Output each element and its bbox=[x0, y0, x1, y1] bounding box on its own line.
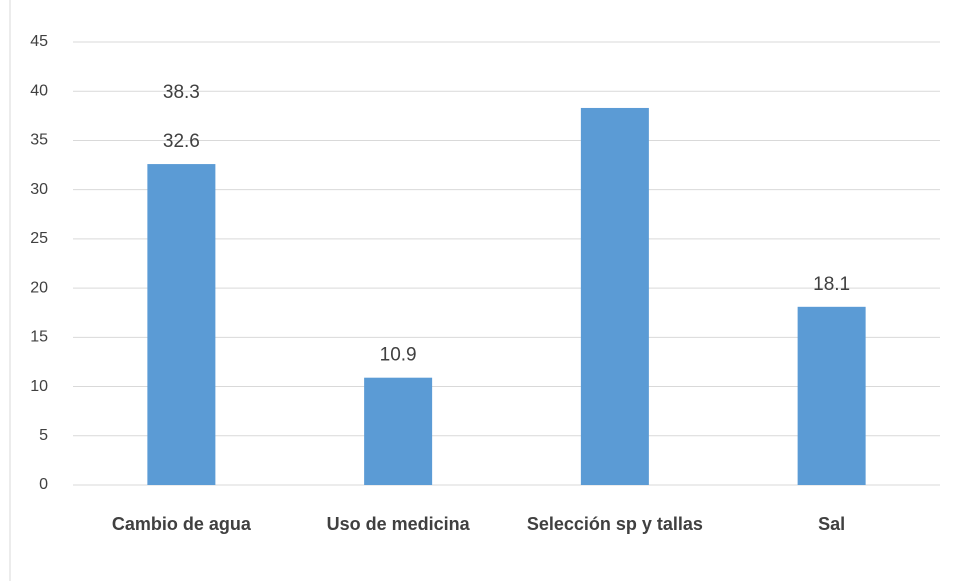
x-tick-label: Selección sp y tallas bbox=[527, 514, 703, 534]
y-tick-label: 10 bbox=[30, 378, 48, 395]
bar bbox=[364, 377, 433, 485]
y-tick-label: 0 bbox=[39, 476, 48, 493]
data-label: 38.3 bbox=[163, 82, 200, 103]
x-tick-line: Cambio de agua bbox=[112, 514, 252, 534]
bar bbox=[797, 306, 866, 485]
y-tick-label: 15 bbox=[30, 329, 48, 346]
y-tick-label: 45 bbox=[30, 33, 48, 50]
y-tick-label: 5 bbox=[39, 427, 48, 444]
x-tick-label: Sal bbox=[818, 514, 845, 534]
bar bbox=[580, 107, 649, 486]
y-tick-label: 20 bbox=[30, 279, 48, 296]
data-label: 18.1 bbox=[813, 274, 850, 295]
y-tick-label: 35 bbox=[30, 132, 48, 149]
x-tick-line: Selección sp y tallas bbox=[527, 514, 703, 534]
x-tick-line: Sal bbox=[818, 514, 845, 534]
x-tick-line: Uso de medicina bbox=[327, 514, 471, 534]
data-label: 32.6 bbox=[163, 131, 200, 152]
x-tick-label: Uso de medicina bbox=[327, 514, 471, 534]
y-tick-label: 30 bbox=[30, 181, 48, 198]
data-label: 10.9 bbox=[380, 345, 417, 366]
bar bbox=[147, 164, 216, 485]
y-tick-label: 40 bbox=[30, 82, 48, 99]
y-tick-label: 25 bbox=[30, 230, 48, 247]
x-tick-label: Cambio de agua bbox=[112, 514, 252, 534]
